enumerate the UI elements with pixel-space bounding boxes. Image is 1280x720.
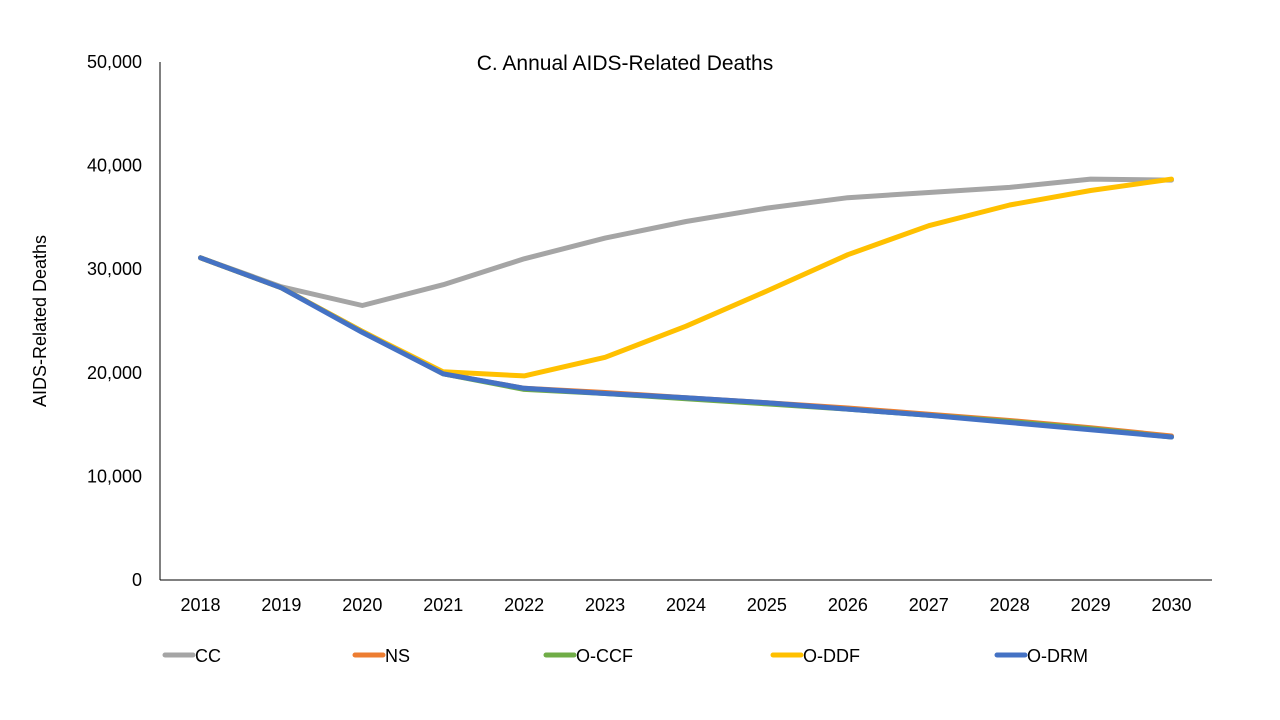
series-line-ns [198, 255, 1174, 439]
x-tick-label: 2020 [342, 595, 382, 615]
legend-label-cc: CC [195, 646, 221, 666]
x-tick-label: 2025 [747, 595, 787, 615]
x-tick-label: 2030 [1152, 595, 1192, 615]
series-line-o-ddf [198, 176, 1174, 379]
x-tick-label: 2027 [909, 595, 949, 615]
series-line-o-ccf [198, 255, 1174, 440]
legend-label-o-ddf: O-DDF [803, 646, 860, 666]
x-tick-label: 2026 [828, 595, 868, 615]
y-tick-label: 20,000 [87, 363, 142, 383]
y-tick-label: 50,000 [87, 52, 142, 72]
y-axis-label: AIDS-Related Deaths [30, 235, 50, 407]
axes [159, 62, 1212, 581]
x-tick-label: 2018 [180, 595, 220, 615]
y-tick-label: 30,000 [87, 259, 142, 279]
x-tick-label: 2029 [1071, 595, 1111, 615]
legend-label-o-ccf: O-CCF [576, 646, 633, 666]
x-tick-label: 2022 [504, 595, 544, 615]
x-tick-label: 2021 [423, 595, 463, 615]
series-line-o-drm [198, 255, 1174, 440]
x-tick-label: 2023 [585, 595, 625, 615]
x-tick-label: 2019 [261, 595, 301, 615]
legend-label-o-drm: O-DRM [1027, 646, 1088, 666]
legend-label-ns: NS [385, 646, 410, 666]
y-tick-label: 0 [132, 570, 142, 590]
chart-title: C. Annual AIDS-Related Deaths [477, 52, 774, 75]
x-tick-label: 2024 [666, 595, 706, 615]
y-tick-label: 10,000 [87, 466, 142, 486]
y-tick-label: 40,000 [87, 156, 142, 176]
x-tick-label: 2028 [990, 595, 1030, 615]
y-tick-labels: 0 10,000 20,000 30,000 40,000 50,000 [87, 52, 142, 590]
legend: CC NS O-CCF O-DDF O-DRM [162, 646, 1088, 666]
series-line-cc [198, 176, 1174, 308]
x-tick-labels: 2018 2019 2020 2021 2022 2023 2024 2025 2026 2027… [180, 595, 1191, 615]
series-lines [198, 176, 1174, 440]
